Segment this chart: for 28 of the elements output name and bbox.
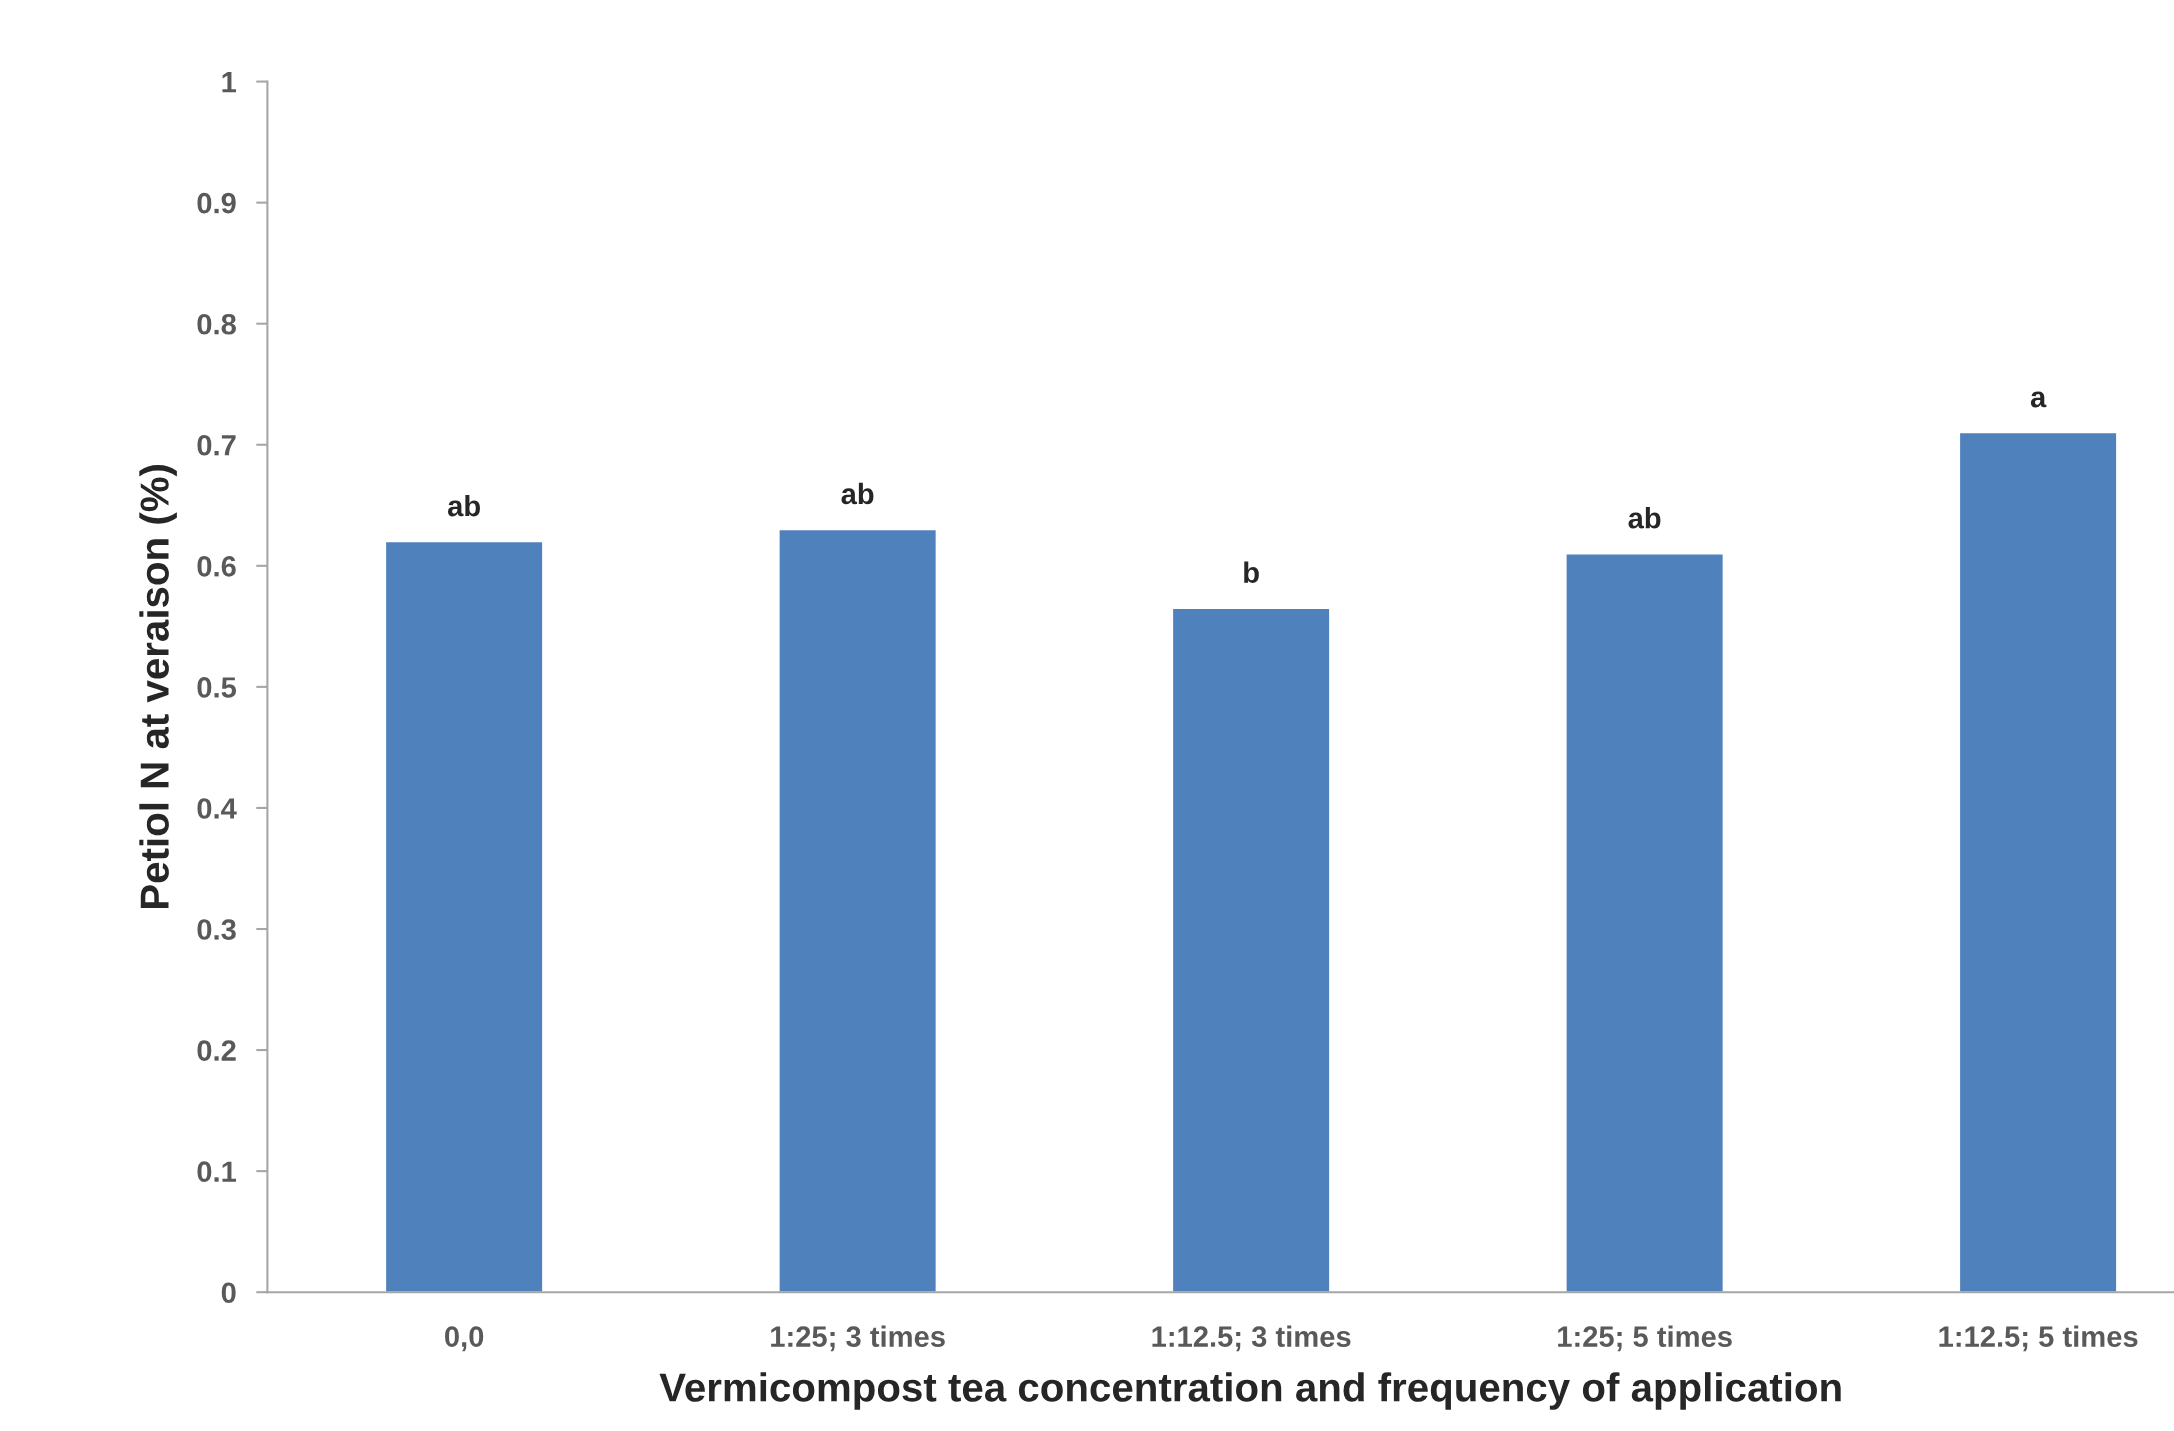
x-axis-title: Vermicompost tea concentration and frequency of application xyxy=(659,1372,1841,1410)
x-tick-label: 1:12.5; 3 times xyxy=(1152,1325,1351,1352)
y-axis-title: Petiol N at veraison (%) xyxy=(139,465,177,908)
y-tick-label: 0.2 xyxy=(197,1040,236,1061)
y-tick-label: 0.9 xyxy=(197,192,236,214)
annotation: ab xyxy=(1628,507,1661,529)
y-tick-label: 0.6 xyxy=(197,556,236,577)
y-tick-label: 0.4 xyxy=(197,798,237,819)
annotation: a xyxy=(2030,391,2047,408)
x-tick-label: 1:25; 5 times xyxy=(1558,1325,1732,1352)
x-tick-label: 0,0 xyxy=(445,1326,484,1352)
bar xyxy=(1958,431,2118,1293)
y-tick-label: 0.7 xyxy=(197,434,236,456)
y-tick-label: 0.8 xyxy=(197,313,236,335)
x-tick-label: 1:12.5; 5 times xyxy=(1939,1325,2138,1352)
annotation: ab xyxy=(447,494,480,517)
annotation: ab xyxy=(841,482,874,505)
bar xyxy=(1171,607,1331,1293)
annotation: b xyxy=(1244,561,1259,583)
y-tick-label: 0.5 xyxy=(197,677,237,698)
y-tick-label: 0.3 xyxy=(197,919,236,940)
y-tick-label: 1 xyxy=(222,72,237,93)
bar xyxy=(778,528,938,1293)
y-tick-label: 0 xyxy=(221,1282,236,1304)
x-tick-label: 1:25; 3 times xyxy=(771,1325,945,1352)
bar xyxy=(384,540,544,1293)
y-tick-label: 0.1 xyxy=(197,1161,237,1182)
bar xyxy=(1565,553,1725,1293)
